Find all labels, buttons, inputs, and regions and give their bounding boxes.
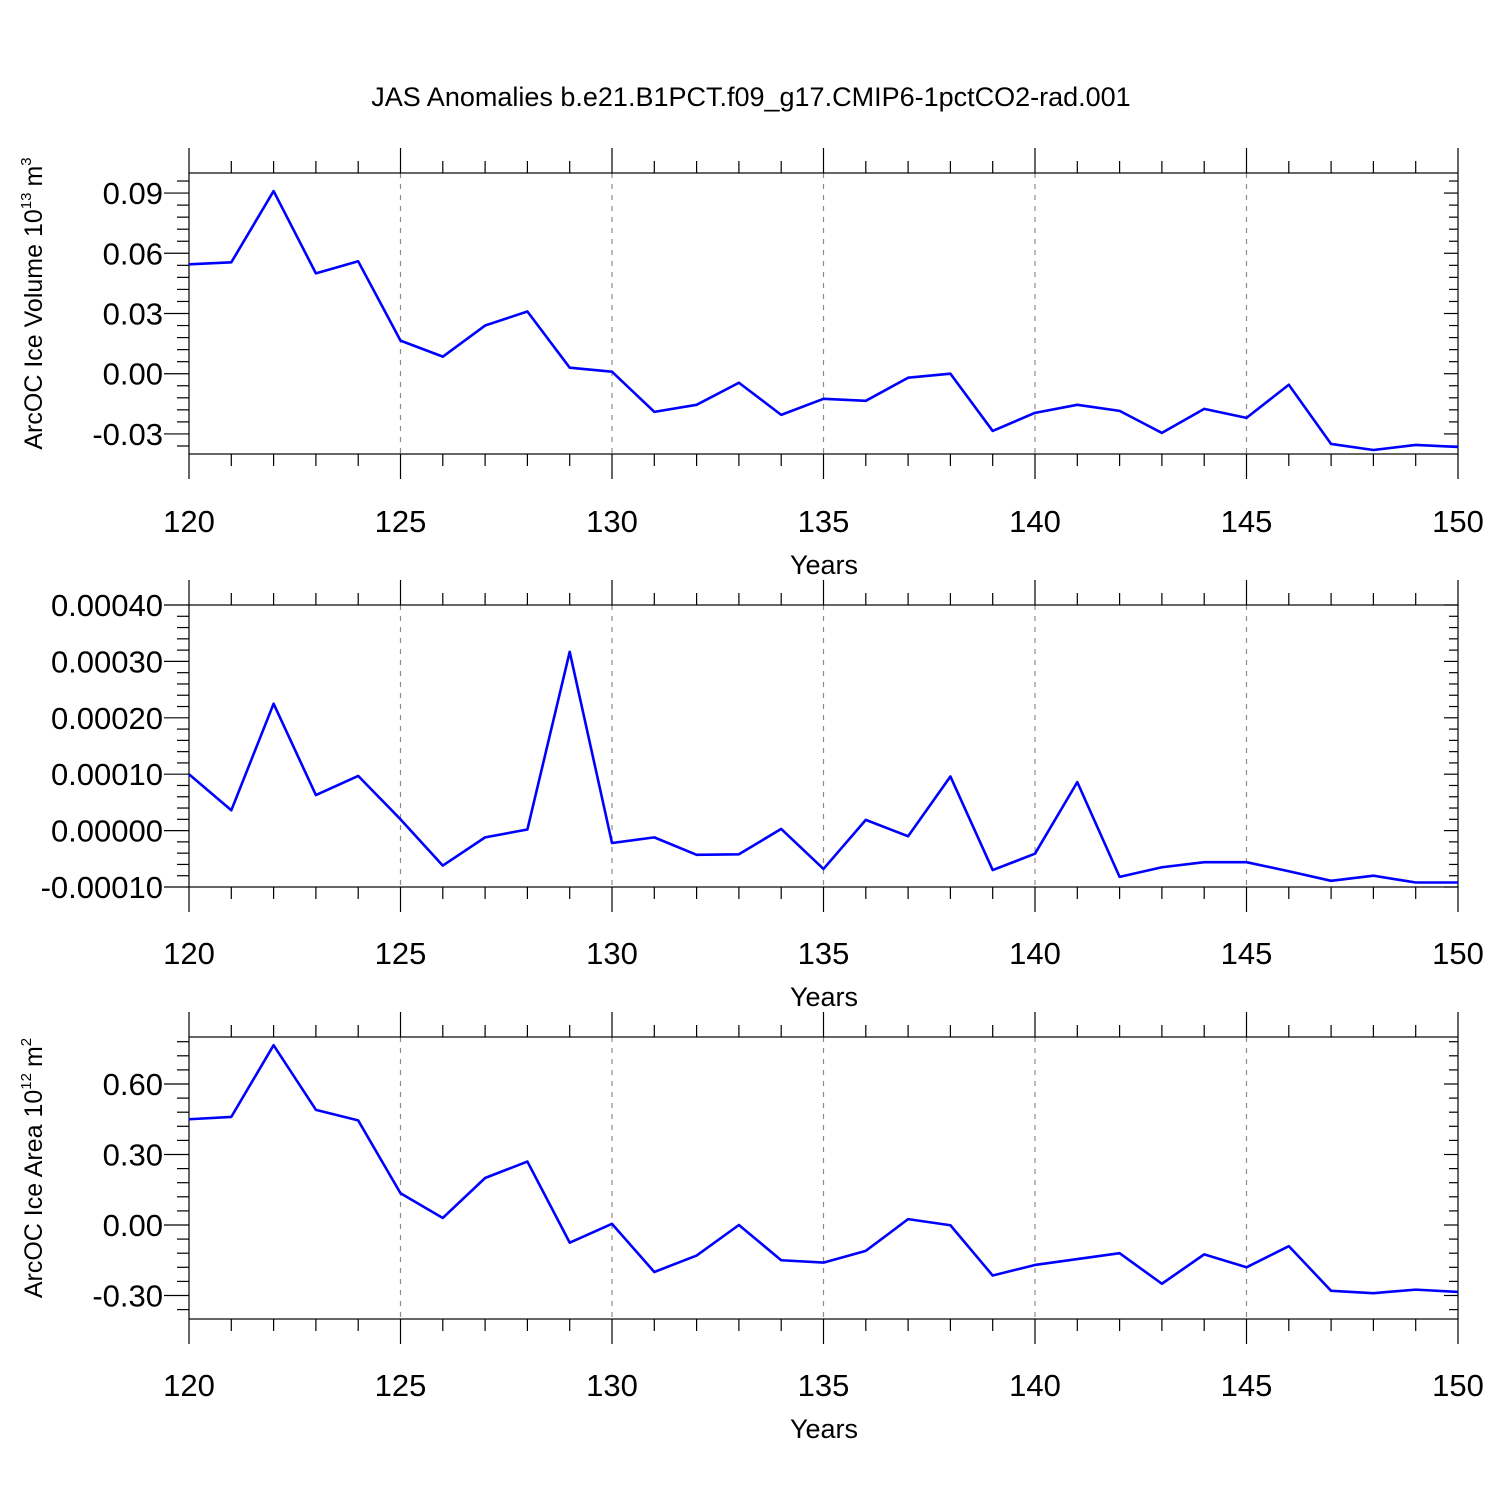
ice-area-y-tick-label: -0.30	[92, 1279, 163, 1314]
ice-area-x-tick-label: 130	[586, 1368, 638, 1403]
middle-panel-x-axis-title: Years	[790, 982, 858, 1012]
ice-area-series-line	[188, 1043, 1459, 1295]
middle-panel-y-tick-label: 0.00010	[51, 757, 163, 792]
ice-volume-y-axis-unit: m	[20, 166, 48, 187]
ice-area-x-tick-label: 135	[798, 1368, 850, 1403]
middle-panel-x-tick-label: 145	[1221, 936, 1273, 971]
ice-volume-y-tick-label: 0.09	[103, 176, 163, 211]
middle-panel-x-tick-label: 120	[163, 936, 215, 971]
ice-volume-x-tick-label: 145	[1221, 504, 1273, 539]
middle-panel-x-tick-label: 140	[1009, 936, 1061, 971]
middle-panel-y-tick-label: 0.00030	[51, 644, 163, 679]
ice-area-y-tick-label: 0.00	[103, 1208, 163, 1243]
ice-volume-y-axis-title: ArcOC Ice Volume 1013 m3	[18, 157, 48, 449]
ice-area-panel: 120 125 130 135 140 145 150 -0.30 0.00 0.30 0.60 Ye…	[18, 1012, 1484, 1444]
ice-area-y-tick-label: 0.60	[103, 1067, 163, 1102]
ice-area-y-axis-exponent: 12	[18, 1073, 35, 1090]
middle-panel-x-tick-label: 125	[375, 936, 427, 971]
ice-area-x-tick-label: 145	[1221, 1368, 1273, 1403]
ice-area-y-axis-unit: m	[20, 1046, 48, 1067]
middle-panel-x-tick-label: 135	[798, 936, 850, 971]
middle-panel-y-tick-label: 0.00040	[51, 588, 163, 623]
ice-volume-y-tick-label: 0.00	[103, 357, 163, 392]
figure-title: JAS Anomalies b.e21.B1PCT.f09_g17.CMIP6-…	[371, 82, 1130, 112]
ice-volume-y-axis-unit-exponent: 3	[18, 157, 35, 165]
ice-area-y-axis-title: ArcOC Ice Area 1012 m2	[18, 1038, 48, 1298]
ice-volume-x-tick-label: 135	[798, 504, 850, 539]
ice-area-y-axis-title-text: ArcOC Ice Area 10	[20, 1090, 48, 1298]
ice-area-plot-frame	[188, 1036, 1459, 1320]
middle-panel-x-tick-label: 150	[1432, 936, 1484, 971]
middle-panel-y-tick-label: -0.00010	[41, 870, 163, 905]
ice-volume-y-axis-title-text: ArcOC Ice Volume 10	[20, 209, 48, 449]
middle-panel-y-tick-label: 0.00020	[51, 701, 163, 736]
ice-area-x-tick-label: 140	[1009, 1368, 1061, 1403]
ice-volume-y-tick-label: -0.03	[92, 417, 163, 452]
ice-volume-x-tick-label: 150	[1432, 504, 1484, 539]
ice-area-y-axis-unit-exponent: 2	[18, 1038, 35, 1046]
ice-volume-y-axis-exponent: 13	[18, 193, 35, 210]
ice-volume-series-line	[188, 189, 1459, 452]
middle-panel-series-line	[188, 650, 1458, 884]
ice-volume-x-tick-label: 140	[1009, 504, 1061, 539]
middle-panel: 120 125 130 135 140 145 150 -0.00010 0.00000 0.00…	[41, 580, 1484, 1012]
ice-area-y-tick-label: 0.30	[103, 1138, 163, 1173]
ice-volume-x-tick-label: 120	[163, 504, 215, 539]
middle-panel-x-tick-label: 130	[586, 936, 638, 971]
ice-volume-y-tick-label: 0.06	[103, 236, 163, 271]
ice-volume-plot-frame	[188, 172, 1459, 455]
ice-volume-x-tick-label: 130	[586, 504, 638, 539]
ice-area-x-axis-title: Years	[790, 1414, 858, 1444]
ice-volume-y-tick-label: 0.03	[103, 297, 163, 332]
ice-area-x-tick-label: 120	[163, 1368, 215, 1403]
ice-volume-x-axis-title: Years	[790, 550, 858, 580]
ice-area-x-tick-label: 150	[1432, 1368, 1484, 1403]
ice-area-x-tick-label: 125	[375, 1368, 427, 1403]
middle-panel-plot-frame	[188, 604, 1459, 888]
ice-volume-x-tick-label: 125	[375, 504, 427, 539]
middle-panel-y-tick-label: 0.00000	[51, 814, 163, 849]
ice-volume-panel: 120 125 130 135 140 145 150 -0.03 0.00 0.03 0.06 0.…	[18, 148, 1484, 580]
